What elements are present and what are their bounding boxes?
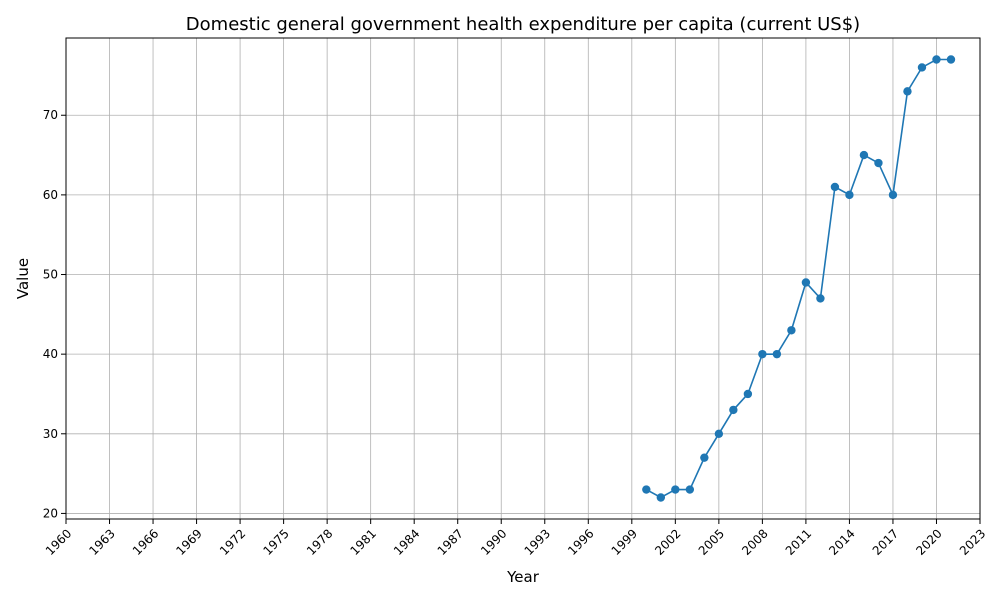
data-point [772,349,782,359]
x-tick-label: 2011 [783,526,814,557]
x-tick-label: 1966 [130,526,161,557]
x-axis: 1960 1963 1966 1969 1972 1975 1978 1981 1984 1987… [43,519,988,558]
x-tick-label: 1972 [217,526,248,557]
y-tick-label: 40 [43,347,58,361]
x-tick-label: 2005 [696,526,727,557]
data-point [758,349,767,359]
data-point [743,389,753,399]
data-point [656,493,666,502]
x-tick-label: 1981 [348,526,379,557]
x-tick-label: 1999 [609,526,640,557]
data-point [830,182,840,192]
y-tick-label: 50 [43,268,58,282]
x-tick-label: 1993 [522,526,553,557]
data-point [888,190,898,200]
y-tick-label: 30 [43,427,58,441]
grid-lines [65,38,981,519]
data-point [874,158,883,168]
data-point [801,278,811,287]
y-axis-label: Value [14,258,32,299]
x-tick-label: 1984 [391,526,422,557]
y-tick-label: 70 [43,108,58,122]
x-tick-label: 2008 [739,526,770,557]
data-point [903,87,912,96]
data-point [729,405,738,415]
x-tick-label: 1969 [173,526,204,557]
x-tick-label: 1975 [260,526,291,557]
x-tick-label: 1996 [565,526,596,557]
x-tick-label: 1990 [478,526,509,557]
series-layer [642,55,956,502]
data-point [816,294,825,303]
x-tick-label: 1978 [304,526,335,557]
data-point [714,429,724,438]
x-tick-label: 1960 [43,526,74,557]
x-tick-label: 1987 [435,526,466,557]
data-point [642,485,651,494]
data-point [685,485,695,494]
data-point [946,55,956,64]
x-axis-label: Year [506,568,540,586]
x-tick-label: 1963 [86,526,117,557]
x-tick-label: 2014 [826,526,857,557]
y-axis: 20 30 40 50 60 70 [43,108,66,520]
y-tick-label: 60 [43,188,58,202]
data-point [917,63,927,72]
x-tick-label: 2020 [913,526,944,557]
y-tick-label: 20 [43,506,58,520]
chart-title: Domestic general government health expen… [186,14,860,35]
data-point [859,150,869,160]
data-point [932,55,941,64]
data-point [700,453,709,462]
data-point [845,190,854,200]
x-tick-label: 2002 [652,526,683,557]
x-tick-label: 2023 [957,526,988,557]
x-tick-label: 2017 [870,526,901,557]
data-point [671,485,680,494]
plot-frame [65,37,981,520]
series-line [645,58,951,499]
data-point [787,326,796,335]
